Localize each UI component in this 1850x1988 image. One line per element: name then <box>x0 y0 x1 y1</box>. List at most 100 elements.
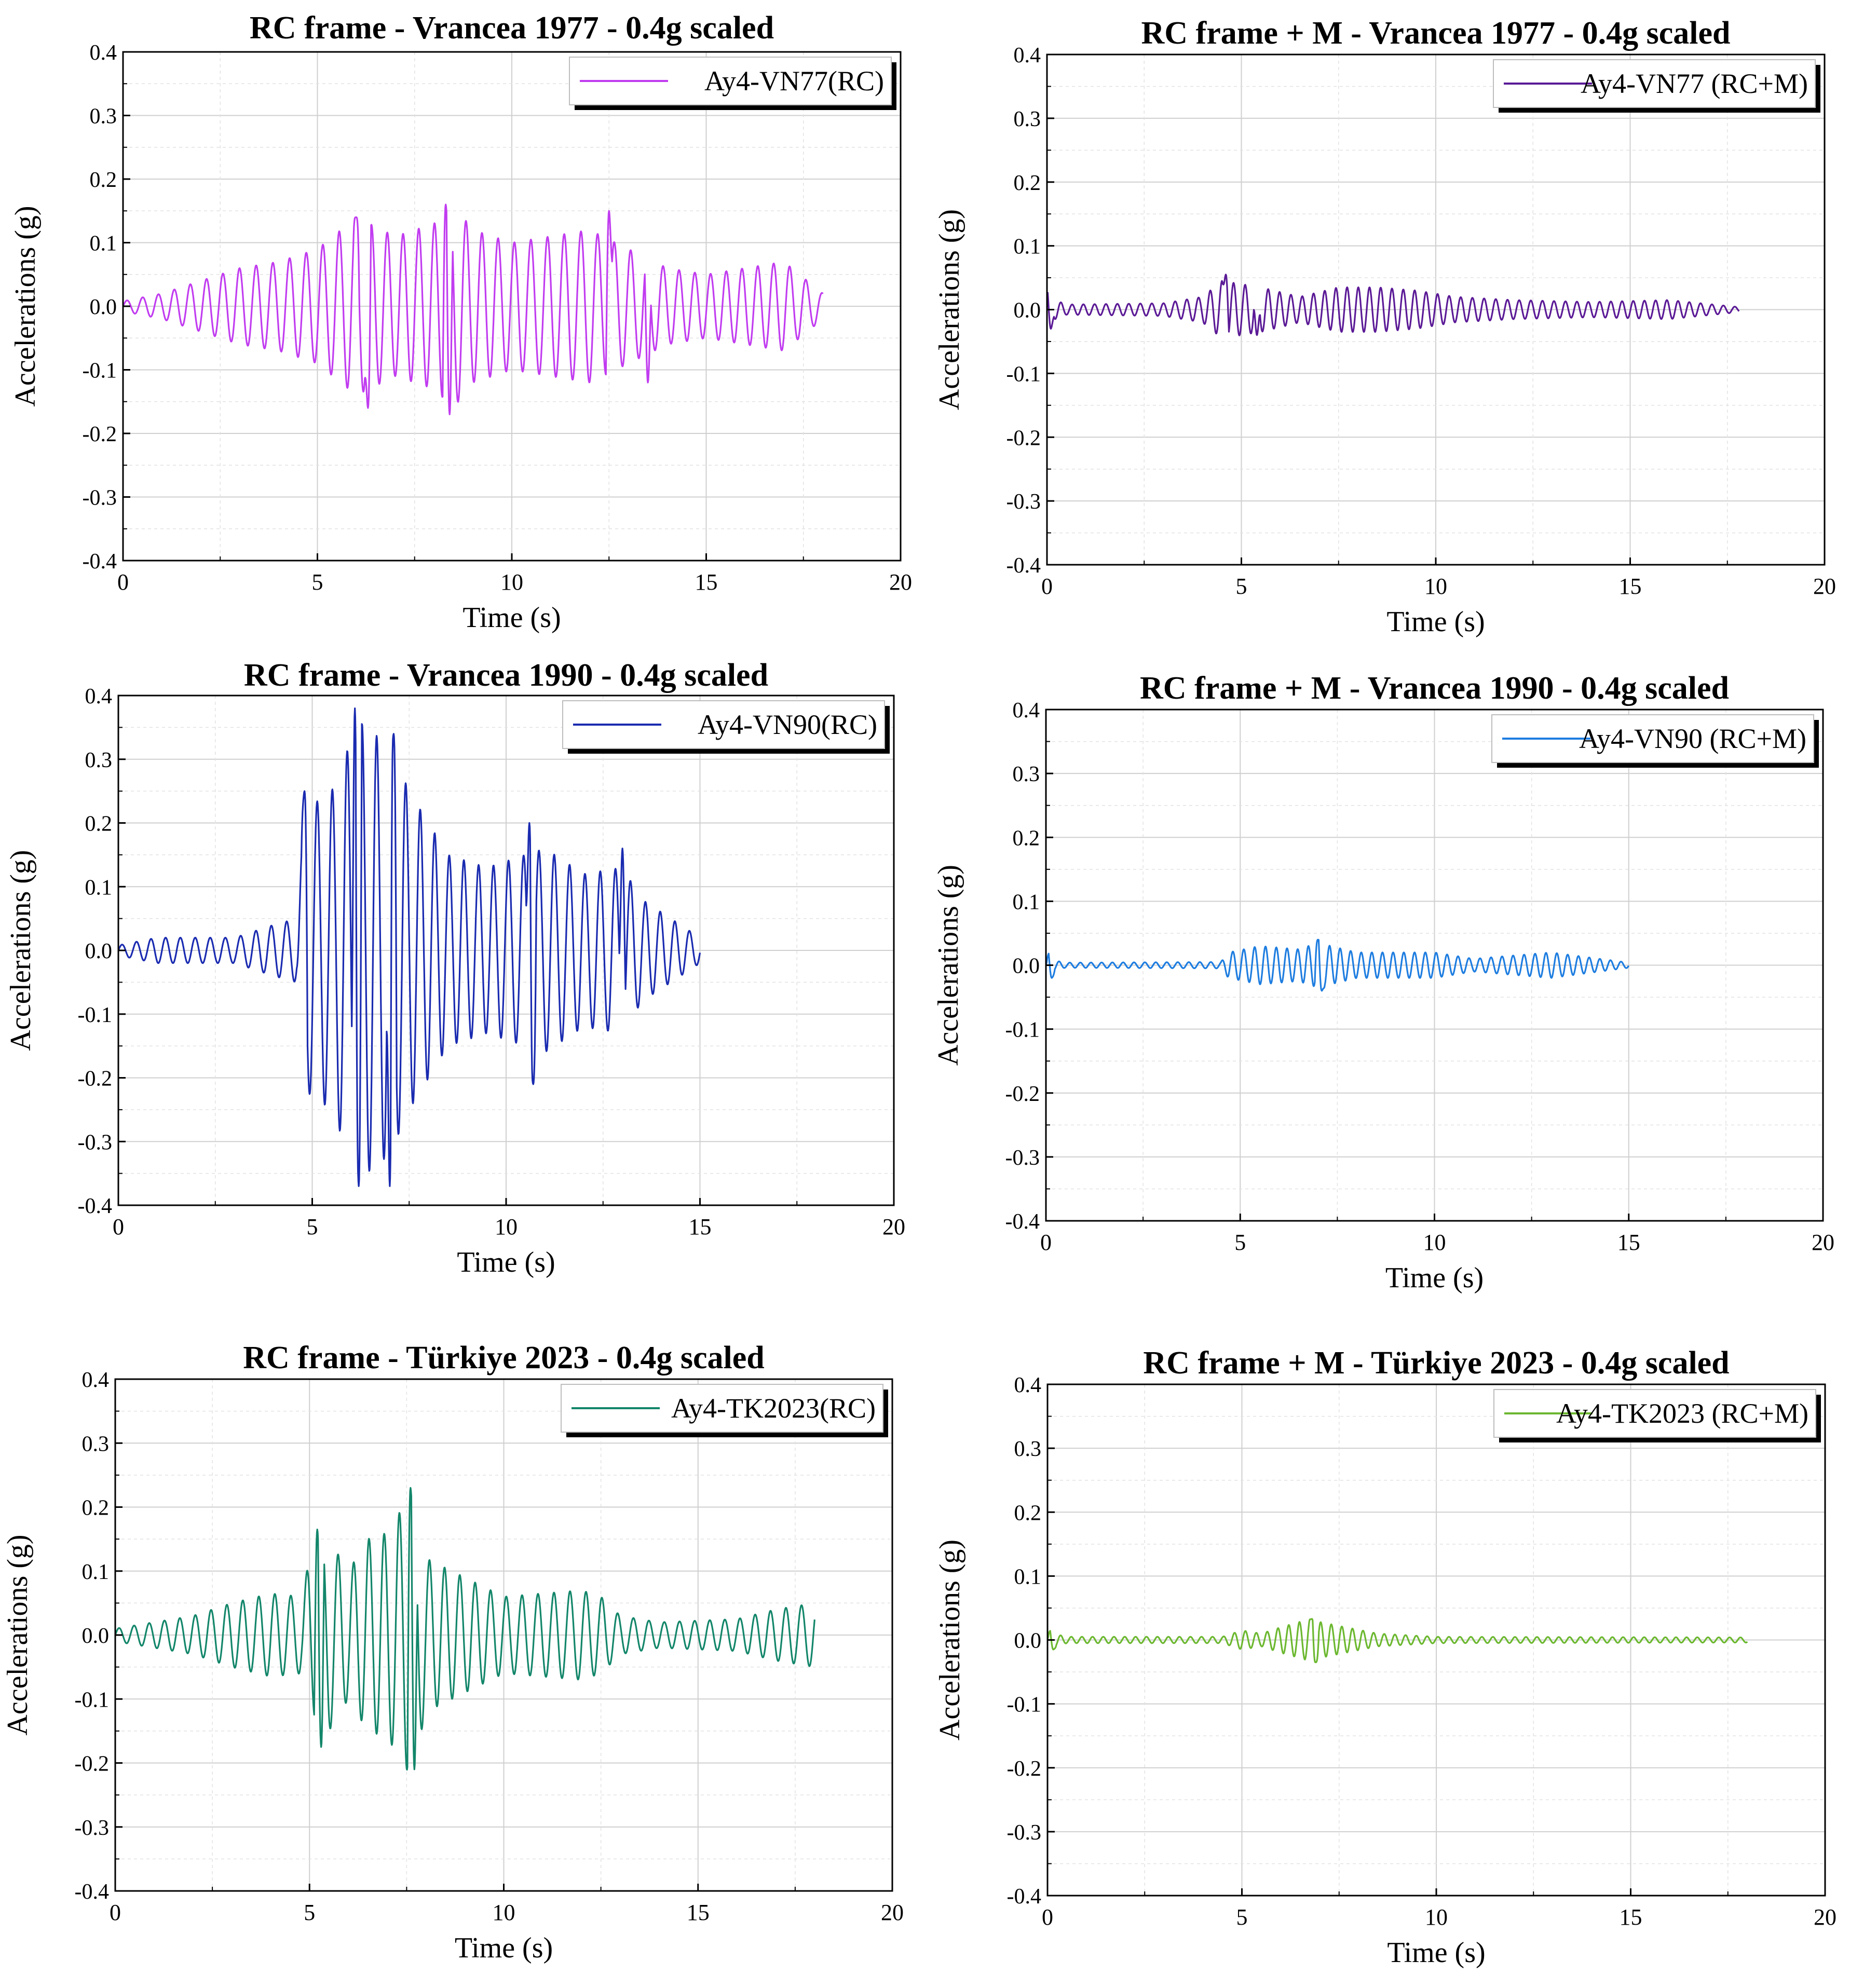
y-tick-label: -0.1 <box>78 1003 113 1027</box>
x-tick-label: 5 <box>1236 574 1247 599</box>
x-tick-label: 5 <box>304 1900 315 1925</box>
x-tick-label: 5 <box>312 569 323 595</box>
y-axis-label: Accelerations (g) <box>933 209 965 410</box>
series-line <box>117 707 701 1187</box>
legend-label: Ay4-VN90(RC) <box>698 709 877 740</box>
y-axis-label: Accelerations (g) <box>9 206 42 406</box>
y-tick-label: 0.0 <box>1014 299 1041 323</box>
y-tick-label: -0.3 <box>1005 1146 1040 1170</box>
x-tick-label: 15 <box>695 569 718 595</box>
y-tick-label: -0.3 <box>1006 490 1041 514</box>
chart-title: RC frame + M - Türkiye 2023 - 0.4g scale… <box>1143 1345 1729 1381</box>
y-tick-label: -0.1 <box>75 1688 110 1712</box>
series-line <box>122 203 824 415</box>
x-tick-label: 20 <box>889 569 912 595</box>
y-tick-label: 0.1 <box>1014 235 1041 259</box>
series-line <box>114 1487 815 1771</box>
y-tick-label: -0.4 <box>75 1880 110 1904</box>
x-tick-label: 0 <box>1041 574 1053 599</box>
y-tick-label: 0.3 <box>1014 1437 1042 1461</box>
x-axis-label: Time (s) <box>1385 1262 1484 1294</box>
y-tick-label: 0.0 <box>85 939 113 963</box>
y-tick-label: 0.4 <box>1014 1373 1042 1397</box>
x-tick-label: 10 <box>495 1214 518 1240</box>
y-tick-label: -0.4 <box>1005 1210 1040 1234</box>
y-tick-label: 0.1 <box>1013 890 1040 914</box>
x-tick-label: 10 <box>1425 1904 1448 1930</box>
chart-title: RC frame - Türkiye 2023 - 0.4g scaled <box>243 1340 765 1376</box>
x-tick-label: 15 <box>1617 1230 1640 1255</box>
y-tick-label: 0.3 <box>1014 107 1041 131</box>
x-tick-label: 5 <box>1234 1230 1246 1255</box>
y-tick-label: 0.4 <box>1014 44 1041 67</box>
x-tick-label: 15 <box>687 1900 710 1925</box>
chart-title: RC frame - Vrancea 1977 - 0.4g scaled <box>250 10 774 46</box>
x-tick-label: 15 <box>1619 574 1642 599</box>
series-line <box>1046 274 1740 336</box>
x-tick-label: 20 <box>1813 574 1836 599</box>
y-tick-label: -0.4 <box>1006 554 1041 578</box>
chart-panel: RC frame - Türkiye 2023 - 0.4g scaled 0 5 1… <box>2 1340 904 1964</box>
x-axis-label: Time (s) <box>1387 1937 1485 1969</box>
x-axis-label: Time (s) <box>455 1932 553 1964</box>
y-tick-label: -0.4 <box>83 550 117 574</box>
x-tick-label: 0 <box>113 1214 124 1240</box>
y-tick-label: 0.3 <box>85 748 113 772</box>
x-tick-label: 20 <box>1814 1904 1837 1930</box>
x-axis-label: Time (s) <box>457 1246 555 1278</box>
y-tick-label: -0.2 <box>1006 426 1041 450</box>
x-tick-label: 10 <box>493 1900 515 1925</box>
x-tick-label: 20 <box>881 1900 904 1925</box>
y-tick-label: -0.2 <box>1007 1757 1042 1781</box>
x-tick-label: 0 <box>1040 1230 1052 1255</box>
chart-panel: RC frame - Vrancea 1990 - 0.4g scaled 0 5 1… <box>5 658 905 1278</box>
y-tick-label: 0.2 <box>85 812 113 836</box>
x-axis-label: Time (s) <box>1386 606 1485 638</box>
y-tick-label: 0.1 <box>90 232 117 256</box>
y-tick-label: 0.3 <box>90 105 117 129</box>
x-tick-label: 15 <box>1620 1904 1642 1930</box>
y-tick-label: 0.0 <box>1013 955 1040 978</box>
chart-title: RC frame + M - Vrancea 1977 - 0.4g scale… <box>1141 16 1731 51</box>
series-line <box>1046 1618 1748 1664</box>
chart-panel: RC frame + M - Türkiye 2023 - 0.4g scale… <box>934 1345 1837 1969</box>
legend-label: Ay4-VN77(RC) <box>704 65 884 97</box>
y-axis-label: Accelerations (g) <box>932 865 964 1066</box>
legend-label: Ay4-VN77 (RC+M) <box>1581 68 1808 99</box>
y-tick-label: 0.2 <box>1014 1501 1042 1525</box>
y-tick-label: 0.1 <box>85 876 113 900</box>
y-tick-label: 0.2 <box>82 1496 110 1520</box>
y-tick-label: -0.1 <box>1006 362 1041 386</box>
x-axis-label: Time (s) <box>462 602 561 634</box>
legend-label: Ay4-VN90 (RC+M) <box>1579 723 1806 754</box>
y-axis-label: Accelerations (g) <box>5 850 37 1051</box>
chart-panel: RC frame - Vrancea 1977 - 0.4g scaled 0 5 1… <box>9 10 912 634</box>
chart-panel: RC frame + M - Vrancea 1990 - 0.4g scale… <box>932 671 1834 1294</box>
y-tick-label: 0.2 <box>90 168 117 192</box>
x-tick-label: 20 <box>882 1214 905 1240</box>
y-tick-label: -0.3 <box>78 1131 113 1154</box>
chart-title: RC frame - Vrancea 1990 - 0.4g scaled <box>244 658 768 693</box>
y-tick-label: 0.2 <box>1014 171 1041 195</box>
x-tick-label: 5 <box>307 1214 318 1240</box>
y-tick-label: -0.1 <box>1005 1018 1040 1042</box>
y-tick-label: -0.4 <box>78 1194 113 1218</box>
x-tick-label: 0 <box>110 1900 121 1925</box>
y-tick-label: 0.4 <box>85 685 113 709</box>
y-tick-label: 0.3 <box>82 1432 110 1456</box>
y-tick-label: 0.0 <box>82 1624 110 1648</box>
x-tick-label: 10 <box>1423 1230 1446 1255</box>
y-tick-label: -0.1 <box>83 359 117 383</box>
y-axis-label: Accelerations (g) <box>934 1540 966 1740</box>
x-tick-label: 5 <box>1236 1904 1248 1930</box>
x-tick-label: 0 <box>117 569 129 595</box>
y-tick-label: -0.2 <box>1005 1082 1040 1106</box>
y-tick-label: 0.0 <box>1014 1629 1042 1653</box>
x-tick-label: 10 <box>1424 574 1447 599</box>
y-tick-label: -0.1 <box>1007 1693 1042 1717</box>
y-tick-label: 0.1 <box>1014 1565 1042 1589</box>
legend-box <box>1493 59 1816 108</box>
y-tick-label: -0.2 <box>75 1752 110 1776</box>
y-tick-label: -0.2 <box>78 1067 113 1091</box>
